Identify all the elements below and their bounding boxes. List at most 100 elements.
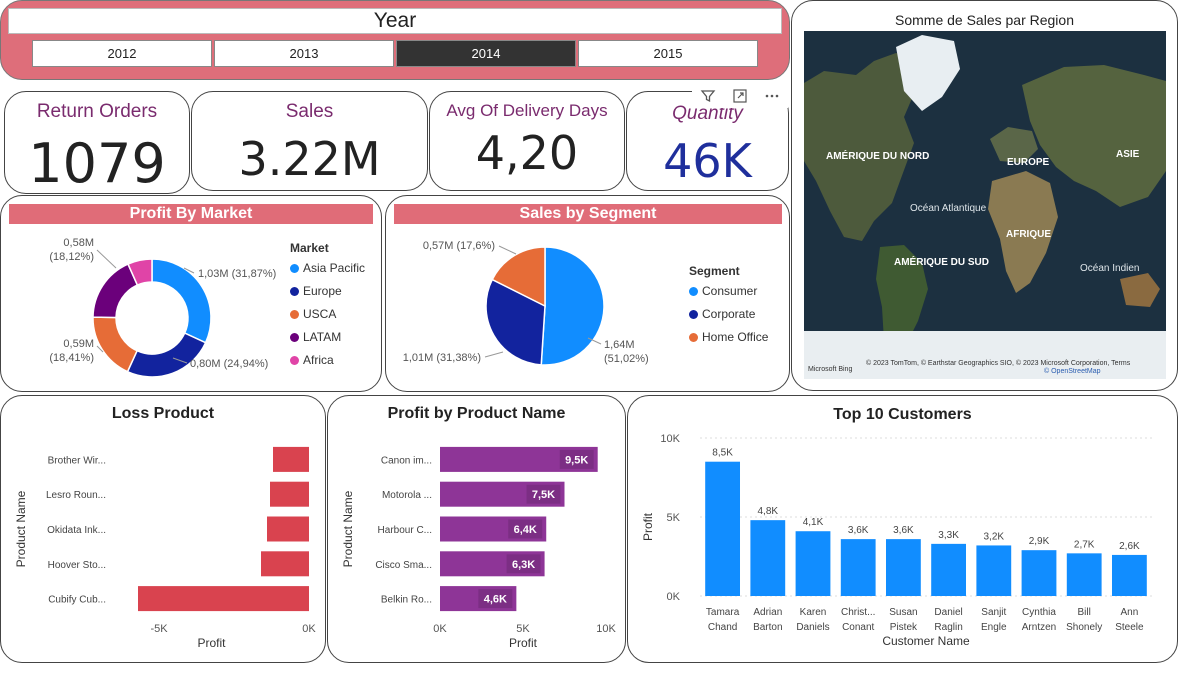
category-label: Arntzen: [1022, 622, 1056, 633]
bar[interactable]: [440, 516, 547, 542]
value-label: 7,5K: [532, 489, 555, 501]
category-label: Canon im...: [381, 455, 432, 466]
legend-label: LATAM: [303, 330, 342, 344]
bar[interactable]: [273, 446, 309, 472]
value-label: 2,6K: [1119, 541, 1140, 552]
bar[interactable]: [840, 539, 876, 596]
pie-slice-2[interactable]: [491, 246, 546, 308]
loss-product-chart[interactable]: Brother Wir... Lesro Roun... Okidata Ink..…: [1, 426, 326, 662]
bar[interactable]: [1111, 554, 1147, 596]
value-label: 4,1K: [803, 517, 824, 528]
category-label: Raglin: [934, 622, 962, 633]
map-label-asia: ASIE: [1116, 149, 1140, 160]
category-label: Harbour C...: [378, 525, 432, 536]
legend-asia-pacific[interactable]: Asia Pacific: [290, 261, 365, 275]
kpi-return-orders-label: Return Orders: [36, 101, 158, 122]
pie-data-label-value: 0,57M (17,6%): [423, 240, 495, 252]
value-label: 3,2K: [984, 531, 1005, 542]
more-options-icon[interactable]: [764, 88, 780, 107]
top-customers-chart[interactable]: 0K 5K 10K 8,5K Tamara Chand 4,8K Adrian Barton 4,…: [628, 426, 1178, 662]
pie-data-label-pct: (18,12%): [49, 251, 94, 263]
sales-by-segment-chart[interactable]: 1,64M (51,02%) 1,01M (31,38%) 0,57M (17,6%): [386, 224, 686, 392]
world-map[interactable]: AMÉRIQUE DU NORD EUROPE ASIE Océan Atlan…: [804, 31, 1166, 379]
leader-line: [484, 351, 504, 358]
bar[interactable]: [440, 586, 517, 612]
pie-slice-3[interactable]: [92, 263, 139, 319]
legend-latam[interactable]: LATAM: [290, 330, 341, 344]
bar[interactable]: [750, 520, 786, 596]
legend-consumer[interactable]: Consumer: [689, 284, 757, 298]
pie-slice-0[interactable]: [540, 246, 605, 366]
bar[interactable]: [138, 586, 309, 612]
map-label-south-america: AMÉRIQUE DU SUD: [894, 255, 989, 268]
profit-by-market-chart[interactable]: 1,03M (31,87%) 0,80M (24,94%) 0,59M (18,41%…: [1, 224, 291, 392]
kpi-sales-value: 3.22M: [238, 132, 381, 186]
x-axis-title: Profit: [197, 636, 226, 650]
year-option-2014[interactable]: 2014: [396, 40, 576, 67]
year-slicer-header: Year: [8, 8, 782, 34]
legend-label: Consumer: [702, 284, 758, 298]
market-legend-title: Market: [290, 241, 329, 255]
category-label: Chand: [708, 622, 737, 633]
legend-europe[interactable]: Europe: [290, 284, 342, 298]
bar[interactable]: [705, 461, 741, 596]
year-option-2015[interactable]: 2015: [578, 40, 758, 67]
category-label: Pistek: [890, 622, 918, 633]
pie-slice-2[interactable]: [92, 316, 139, 373]
category-label: Hoover Sto...: [48, 560, 106, 571]
x-tick-label: 0K: [433, 623, 447, 635]
year-option-2013[interactable]: 2013: [214, 40, 394, 67]
pie-slice-1[interactable]: [126, 332, 207, 378]
bar[interactable]: [440, 481, 565, 507]
bar[interactable]: [1021, 550, 1057, 596]
legend-dot-icon: [290, 286, 299, 296]
bar[interactable]: [795, 531, 831, 596]
kpi-quantity-label: Quantity: [672, 103, 743, 124]
y-tick-label: 0K: [667, 591, 681, 603]
profit-by-product-card: Profit by Product Name Canon im... 9,5K Mo…: [327, 395, 626, 663]
bar[interactable]: [440, 446, 598, 472]
legend-label: Africa: [303, 353, 334, 367]
filter-icon[interactable]: [700, 88, 716, 107]
category-label: Conant: [842, 622, 874, 633]
profit-by-market-card: Profit By Market 1,03M (31,87%) 0,80M (24…: [0, 195, 382, 392]
value-label-bg: [508, 519, 543, 539]
loss-product-card: Loss Product Brother Wir... Lesro Roun...…: [0, 395, 326, 663]
focus-mode-icon[interactable]: [732, 88, 748, 107]
legend-usca[interactable]: USCA: [290, 307, 336, 321]
world-map-svg: AMÉRIQUE DU NORD EUROPE ASIE Océan Atlan…: [804, 31, 1166, 379]
value-label: 3,6K: [848, 525, 869, 536]
pie-data-label-value: 0,80M (24,94%): [190, 358, 268, 370]
legend-dot-icon: [689, 332, 698, 342]
category-label: Lesro Roun...: [46, 490, 106, 501]
value-label: 4,8K: [758, 506, 779, 517]
bar[interactable]: [931, 543, 967, 596]
bar[interactable]: [1066, 553, 1102, 596]
pie-slice-1[interactable]: [485, 278, 546, 366]
bar[interactable]: [261, 551, 309, 577]
legend-africa[interactable]: Africa: [290, 353, 334, 367]
legend-corporate[interactable]: Corporate: [689, 307, 755, 321]
map-label-north-america: AMÉRIQUE DU NORD: [826, 149, 929, 162]
bar[interactable]: [267, 516, 309, 542]
bar[interactable]: [976, 545, 1012, 596]
legend-home-office[interactable]: Home Office: [689, 330, 768, 344]
sales-by-segment-card: Sales by Segment 1,64M (51,02%) 1,01M (31,…: [385, 195, 790, 392]
category-label: Brother Wir...: [48, 455, 106, 466]
profit-by-product-chart[interactable]: Canon im... 9,5K Motorola ... 7,5K Harbour C…: [328, 426, 626, 662]
category-label: Barton: [753, 622, 782, 633]
bar[interactable]: [440, 551, 545, 577]
segment-legend-title: Segment: [689, 264, 740, 278]
profit-by-product-title: Profit by Product Name: [387, 405, 566, 422]
category-label: Cynthia: [1022, 607, 1056, 618]
category-label: Susan: [889, 607, 917, 618]
value-label-bg: [559, 449, 594, 469]
category-label: Cubify Cub...: [48, 595, 106, 606]
bar[interactable]: [270, 481, 309, 507]
value-label: 6,4K: [514, 524, 537, 536]
bar[interactable]: [885, 539, 921, 596]
value-label: 4,6K: [484, 594, 507, 606]
year-option-2012[interactable]: 2012: [32, 40, 212, 67]
map-attribution-osm[interactable]: © OpenStreetMap: [1044, 367, 1101, 375]
pie-slice-4[interactable]: [127, 258, 153, 287]
